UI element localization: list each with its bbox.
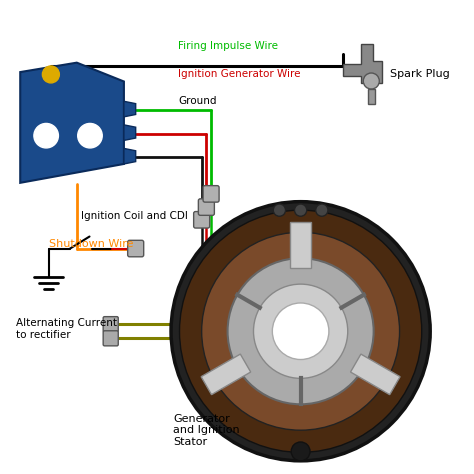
Circle shape <box>34 123 58 148</box>
FancyBboxPatch shape <box>203 186 219 202</box>
Circle shape <box>294 204 307 216</box>
Circle shape <box>78 123 102 148</box>
Circle shape <box>273 303 329 359</box>
Polygon shape <box>351 354 400 395</box>
Polygon shape <box>290 222 311 268</box>
Circle shape <box>254 284 348 378</box>
Circle shape <box>316 204 328 216</box>
Circle shape <box>42 66 59 83</box>
Text: Shutdown Wire: Shutdown Wire <box>48 239 133 249</box>
Polygon shape <box>20 63 124 183</box>
Polygon shape <box>368 89 375 104</box>
Circle shape <box>273 204 285 216</box>
FancyBboxPatch shape <box>103 331 118 346</box>
Text: Alternating Current
to rectifier: Alternating Current to rectifier <box>16 318 117 340</box>
Circle shape <box>201 232 400 430</box>
Text: Firing Impulse Wire: Firing Impulse Wire <box>178 41 278 52</box>
Polygon shape <box>124 125 136 140</box>
FancyBboxPatch shape <box>103 317 118 332</box>
FancyBboxPatch shape <box>128 240 144 257</box>
Text: Ground: Ground <box>178 96 217 106</box>
Circle shape <box>171 201 430 461</box>
Polygon shape <box>124 101 136 117</box>
FancyBboxPatch shape <box>198 199 214 215</box>
Circle shape <box>180 210 422 452</box>
Polygon shape <box>343 44 382 83</box>
Text: Ignition Coil and CDI: Ignition Coil and CDI <box>82 211 188 221</box>
Text: Spark Plug: Spark Plug <box>390 69 450 80</box>
Polygon shape <box>124 148 136 164</box>
Circle shape <box>363 73 379 89</box>
Text: Generator
and Ignition
Stator: Generator and Ignition Stator <box>173 414 240 447</box>
FancyBboxPatch shape <box>194 211 210 228</box>
Text: Ignition Generator Wire: Ignition Generator Wire <box>178 69 301 79</box>
Circle shape <box>228 258 374 404</box>
Circle shape <box>291 442 310 461</box>
Polygon shape <box>201 354 251 395</box>
